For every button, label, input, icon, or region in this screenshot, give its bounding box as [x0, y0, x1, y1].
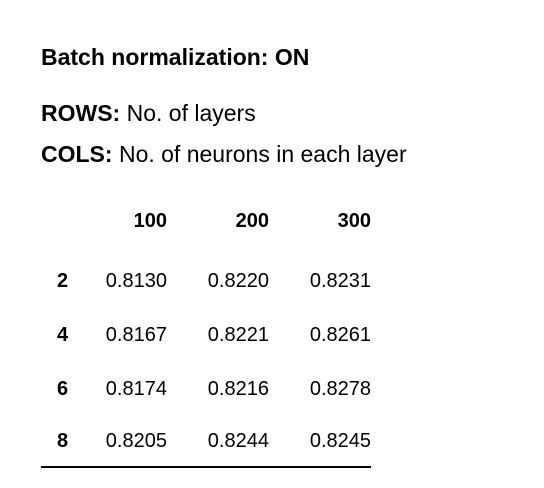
- row-header: 4: [41, 308, 68, 362]
- page-title: Batch normalization: ON: [41, 42, 309, 72]
- table-cell: 0.8205: [68, 416, 167, 467]
- row-header: 8: [41, 416, 68, 467]
- table-cell: 0.8231: [269, 254, 371, 308]
- column-header: 100: [68, 202, 167, 254]
- table-cell: 0.8174: [68, 362, 167, 416]
- table-cell: 0.8245: [269, 416, 371, 467]
- rows-legend: ROWS: No. of layers: [41, 98, 256, 128]
- cols-legend-key: COLS:: [41, 141, 113, 167]
- cols-legend: COLS: No. of neurons in each layer: [41, 139, 407, 169]
- table-cell: 0.8221: [167, 308, 269, 362]
- cols-legend-text: No. of neurons in each layer: [113, 141, 407, 167]
- table-cell: 0.8167: [68, 308, 167, 362]
- column-header: 300: [269, 202, 371, 254]
- table-cell: 0.8220: [167, 254, 269, 308]
- table-row: 8 0.8205 0.8244 0.8245: [41, 416, 371, 467]
- row-header: 6: [41, 362, 68, 416]
- table-cell: 0.8216: [167, 362, 269, 416]
- table-row: 6 0.8174 0.8216 0.8278: [41, 362, 371, 416]
- table-cell: 0.8278: [269, 362, 371, 416]
- table-corner-cell: [41, 202, 68, 254]
- table-row: 4 0.8167 0.8221 0.8261: [41, 308, 371, 362]
- results-table: 100 200 300 2 0.8130 0.8220 0.8231 4 0.8…: [41, 202, 371, 468]
- column-header: 200: [167, 202, 269, 254]
- table-row: 2 0.8130 0.8220 0.8231: [41, 254, 371, 308]
- table-header-row: 100 200 300: [41, 202, 371, 254]
- row-header: 2: [41, 254, 68, 308]
- table-cell: 0.8261: [269, 308, 371, 362]
- table-cell: 0.8244: [167, 416, 269, 467]
- rows-legend-key: ROWS:: [41, 100, 120, 126]
- table-cell: 0.8130: [68, 254, 167, 308]
- rows-legend-text: No. of layers: [120, 100, 256, 126]
